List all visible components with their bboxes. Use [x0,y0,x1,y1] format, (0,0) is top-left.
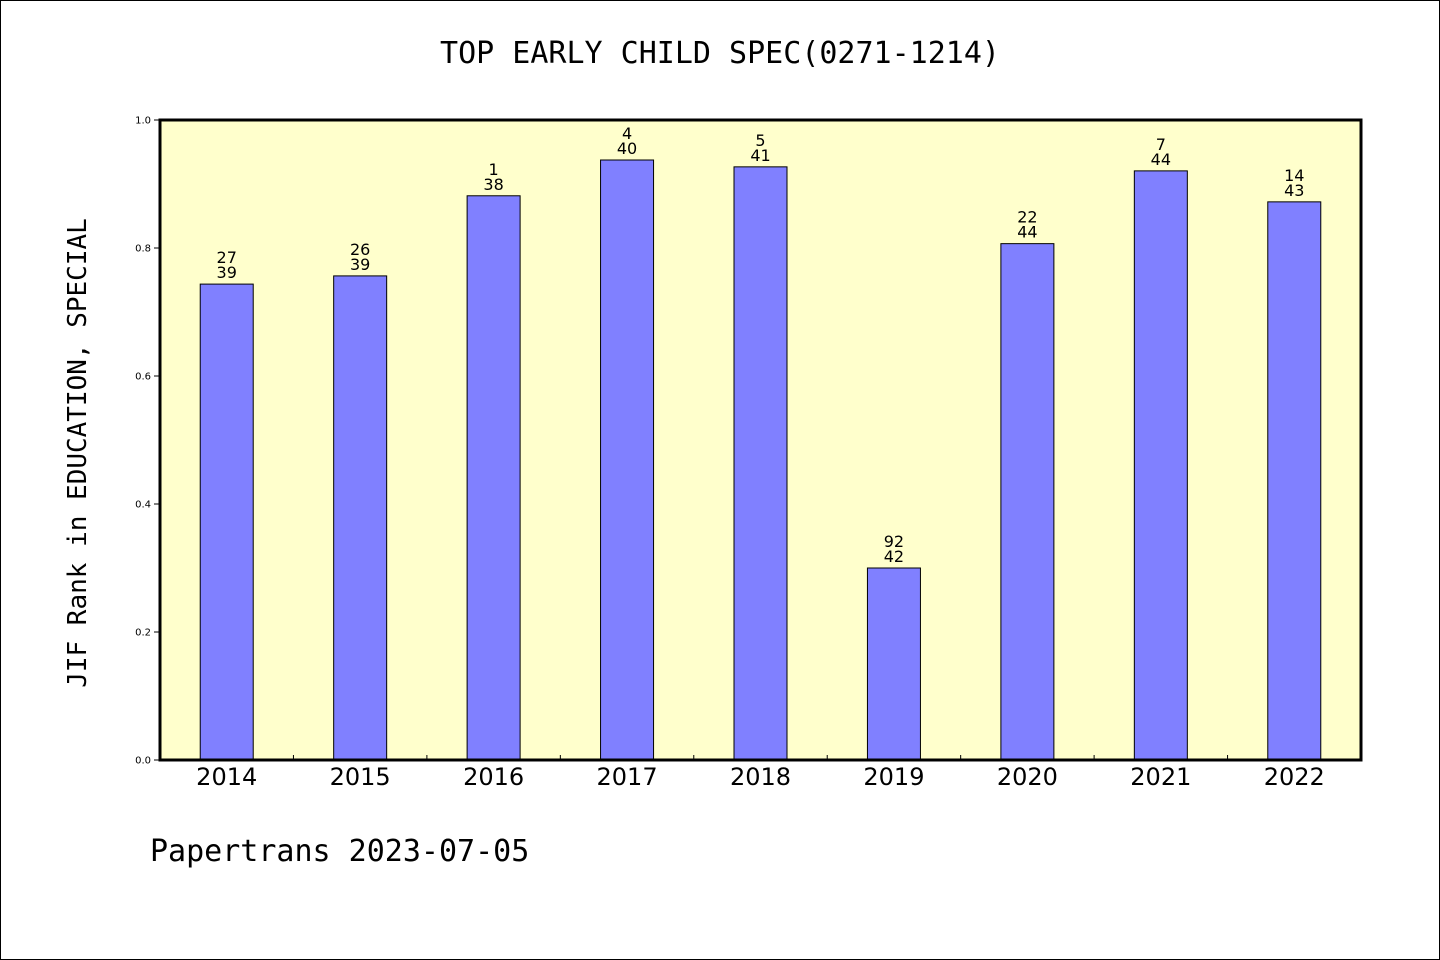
bar-2015 [333,275,388,761]
y-tick-label: 0.6 [135,372,151,383]
y-tick-label: 0.0 [135,756,151,767]
bar-rank-label: 1 [489,160,499,179]
bar-2022 [1267,201,1322,761]
bar-total-label: 44 [1017,223,1037,242]
x-tick-label: 2014 [196,763,257,791]
bar-2018 [733,166,788,761]
y-tick-label: 1.0 [135,116,151,127]
bar-rank-label: 26 [350,240,370,259]
bar-total-label: 43 [1284,181,1304,200]
y-axis: 0.0 0.2 0.4 0.6 0.8 1.0 [135,116,160,767]
bar-rank-label: 22 [1017,208,1037,227]
x-tick-label: 2017 [597,763,658,791]
bar-2019 [866,567,921,761]
bar-total-label: 42 [884,547,904,566]
bar-2016 [466,195,521,761]
bar-rank-label: 27 [217,248,237,267]
bar-2021 [1133,170,1188,761]
bar-rank-label: 7 [1156,135,1166,154]
bar-total-label: 41 [750,146,770,165]
bar-total-label: 38 [483,175,503,194]
y-tick-label: 0.8 [135,244,151,255]
chart-title: TOP EARLY CHILD SPEC(0271-1214) [440,36,1000,71]
bar-2014 [199,283,254,761]
bar-total-label: 40 [617,139,637,158]
x-tick-label: 2015 [330,763,391,791]
x-tick-label: 2021 [1130,763,1191,791]
bar-total-label: 39 [217,263,237,282]
bar-rank-label: 5 [755,131,765,150]
bar-total-label: 39 [350,255,370,274]
bar-2020 [1000,243,1055,761]
bar-rank-label: 14 [1284,166,1304,185]
plot-border [158,118,1363,762]
y-tick-label: 0.4 [135,500,151,511]
bar-rank-label: 4 [622,124,632,143]
footer-credit: Papertrans 2023-07-05 [150,834,530,869]
x-tick-label: 2016 [463,763,524,791]
bar-total-label: 44 [1151,150,1171,169]
x-tick-label: 2020 [997,763,1058,791]
x-tick-label: 2022 [1264,763,1325,791]
y-tick-label: 0.2 [135,628,151,639]
x-tick-label: 2019 [863,763,924,791]
bar-rank-label: 92 [884,532,904,551]
bar-2017 [600,159,655,761]
x-tick-label: 2018 [730,763,791,791]
x-axis: 2014 2015 2016 2017 2018 2019 2020 2021 2022 [196,755,1325,791]
